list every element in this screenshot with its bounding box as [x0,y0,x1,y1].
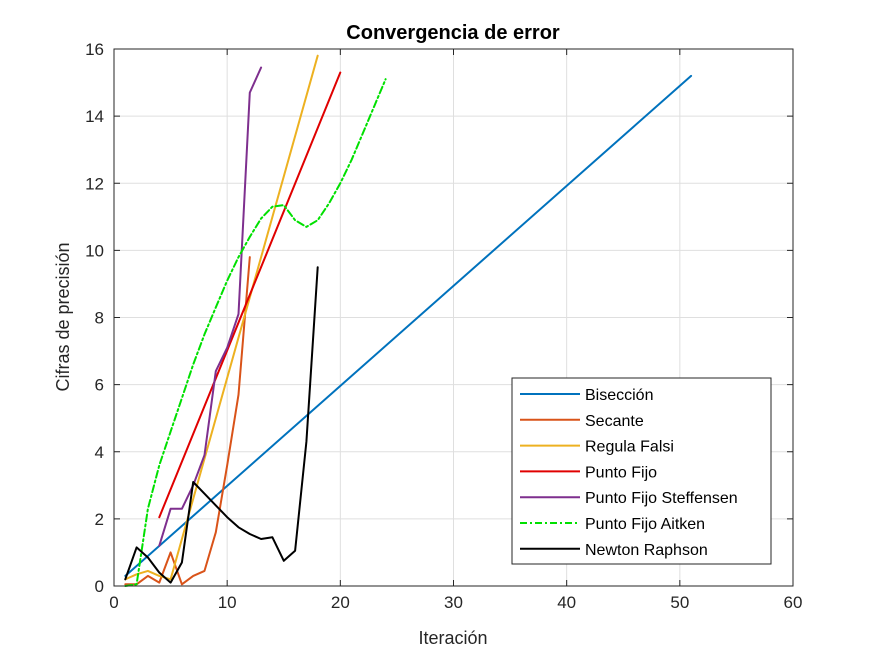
y-tick-label: 12 [85,174,104,193]
y-tick-label: 10 [85,241,104,260]
x-axis-label: Iteración [418,628,487,648]
y-tick-label: 4 [95,443,104,462]
legend-label: Punto Fijo Steffensen [585,490,738,507]
x-tick-labels: 0 10 20 30 40 50 60 [109,593,802,612]
x-tick-label: 40 [557,593,576,612]
series-line-punto-fijo [158,71,342,519]
chart-title: Convergencia de error [346,22,560,44]
legend-label: Secante [585,413,644,430]
series-line-secante [124,256,251,586]
y-axis-label: Cifras de precisión [53,242,73,391]
series-line-punto-fijo-steffensen [158,66,263,547]
x-tick-label: 30 [444,593,463,612]
legend-label: Punto Fijo Aitken [585,516,705,533]
x-tick-label: 20 [331,593,350,612]
legend-label: Bisección [585,387,653,404]
series-line-bisecci-n [124,74,693,577]
y-tick-labels: 0 2 4 6 8 10 12 14 16 [85,40,104,596]
legend-label: Regula Falsi [585,439,674,456]
y-tick-label: 8 [95,309,104,328]
y-tick-label: 16 [85,40,104,59]
legend: Bisección Secante Regula Falsi Punto Fijo Pu… [511,377,772,565]
y-tick-label: 2 [95,510,104,529]
y-tick-label: 14 [85,107,104,126]
x-tick-label: 10 [218,593,237,612]
x-tick-label: 60 [784,593,803,612]
series-line-newton-raphson [124,266,319,584]
series-layer [124,54,693,587]
x-tick-label: 0 [109,593,118,612]
y-tick-label: 6 [95,376,104,395]
series-line-regula-falsi [124,54,319,581]
tick-marks [113,48,794,587]
y-tick-label: 0 [95,577,104,596]
x-tick-label: 50 [670,593,689,612]
legend-label: Newton Raphson [585,542,708,559]
legend-label: Punto Fijo [585,464,657,481]
series-line-punto-fijo-aitken [124,78,387,587]
